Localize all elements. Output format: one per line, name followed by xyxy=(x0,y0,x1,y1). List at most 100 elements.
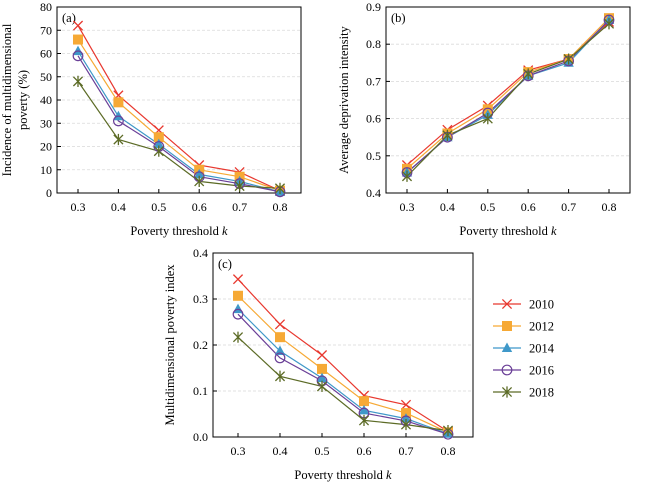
data-point-2018 xyxy=(603,18,615,30)
data-point-2018 xyxy=(274,370,286,382)
data-point-2012 xyxy=(113,97,124,108)
data-point-2014 xyxy=(113,110,124,121)
data-point-2018 xyxy=(232,331,244,343)
data-point-2010 xyxy=(72,20,84,31)
data-point-2018 xyxy=(113,133,124,146)
y-tick-label: 0.7 xyxy=(366,74,381,88)
x-tick-label: 0.8 xyxy=(273,200,288,214)
legend-label: 2012 xyxy=(529,320,554,334)
data-point-2012 xyxy=(73,34,83,45)
chart-panel-b: 0.4 0.5 0.6 0.7 0.8 0.9 0.3 0.4 0.5 0.6 0.7 0.8 (b) P… xyxy=(337,0,631,238)
legend-item-2010: 2010 xyxy=(493,298,554,312)
y-axis-label: poverty (%) xyxy=(16,70,30,130)
x-axis-label: Poverty threshold k xyxy=(130,224,228,238)
y-axis-label: Incidence of multidimensional xyxy=(0,23,14,176)
data-point-2014 xyxy=(194,168,205,179)
panel-label: (c) xyxy=(218,257,232,271)
data-point-2010 xyxy=(274,319,286,330)
x-tick-label: 0.5 xyxy=(151,200,166,214)
data-point-2010 xyxy=(316,350,328,361)
data-point-2018 xyxy=(482,113,493,125)
x-tick-label: 0.7 xyxy=(561,200,576,214)
series-line-2010 xyxy=(77,25,281,192)
x-axis-label-text: Poverty threshold xyxy=(130,224,222,238)
chart-panel-c: 0.0 0.1 0.2 0.3 0.4 0.3 0.4 0.5 0.6 0.7 0.8 (c) Pove… xyxy=(163,246,474,482)
y-axis-label: Average deprivation intensity xyxy=(337,25,351,173)
y-tick-label: 0 xyxy=(46,186,52,200)
x-tick-label: 0.6 xyxy=(521,200,536,214)
legend-label: 2018 xyxy=(529,386,554,400)
data-point-2012 xyxy=(359,396,369,407)
data-point-2018 xyxy=(72,75,84,87)
x-axis-label: Poverty threshold k xyxy=(459,224,557,238)
legend-item-2016: 2016 xyxy=(493,364,554,378)
x-tick-label: 0.6 xyxy=(357,444,372,458)
series-line-2016 xyxy=(406,19,610,173)
y-tick-label: 70 xyxy=(40,23,52,37)
data-point-2018 xyxy=(523,68,534,80)
data-point-2014 xyxy=(400,413,412,423)
data-point-2016 xyxy=(72,50,84,62)
data-point-2014 xyxy=(153,138,164,149)
y-tick-label: 0.4 xyxy=(193,246,208,260)
data-point-2014 xyxy=(274,345,286,355)
y-tick-label: 0.5 xyxy=(366,149,381,163)
x-tick-label: 0.8 xyxy=(602,200,617,214)
series-line-2018 xyxy=(237,336,449,432)
legend-label: 2016 xyxy=(529,364,554,378)
data-point-2016 xyxy=(232,308,244,320)
series-line-2010 xyxy=(406,21,610,166)
data-point-2018 xyxy=(274,182,286,194)
x-tick-label: 0.6 xyxy=(192,200,207,214)
x-tick-label: 0.3 xyxy=(400,200,415,214)
data-point-2018 xyxy=(442,129,453,141)
data-point-2014 xyxy=(316,372,328,383)
data-point-2018 xyxy=(563,53,574,65)
series-line-2012 xyxy=(77,39,281,192)
data-point-2012 xyxy=(317,363,327,374)
legend-label: 2010 xyxy=(529,298,554,312)
series-line-2016 xyxy=(237,313,449,435)
series-line-2012 xyxy=(406,17,610,170)
series-line-2018 xyxy=(406,23,610,177)
series-line-2014 xyxy=(77,50,281,193)
panel-label: (b) xyxy=(391,11,406,25)
x-tick-label: 0.8 xyxy=(441,444,456,458)
data-point-2016 xyxy=(112,115,124,127)
y-tick-label: 80 xyxy=(40,0,52,14)
x-tick-label: 0.4 xyxy=(111,200,126,214)
y-tick-label: 0.4 xyxy=(366,186,381,200)
data-point-2012 xyxy=(233,290,243,301)
data-point-2012 xyxy=(482,104,493,115)
x-axis-label-text: Poverty threshold xyxy=(294,468,386,482)
data-point-2012 xyxy=(275,332,285,343)
x-tick-label: 0.5 xyxy=(480,200,495,214)
legend-item-2018: 2018 xyxy=(493,386,554,400)
data-point-2010 xyxy=(400,399,412,410)
data-point-2018 xyxy=(401,170,413,182)
data-point-2018 xyxy=(153,145,164,157)
x-axis-label-text: Poverty threshold xyxy=(459,224,551,238)
data-point-2018 xyxy=(358,414,370,427)
y-tick-label: 60 xyxy=(40,47,52,61)
legend-item-2012: 2012 xyxy=(493,320,554,334)
y-tick-label: 50 xyxy=(40,70,52,84)
series-line-2016 xyxy=(77,55,281,193)
y-tick-label: 40 xyxy=(40,93,52,107)
legend-item-2014: 2014 xyxy=(493,342,555,356)
y-tick-label: 0.0 xyxy=(193,430,208,444)
series-line-2012 xyxy=(237,295,449,433)
y-tick-label: 0.3 xyxy=(193,292,208,306)
x-tick-label: 0.3 xyxy=(231,444,246,458)
y-axis-label: Multidimensional poverty index xyxy=(163,264,177,426)
x-tick-label: 0.4 xyxy=(440,200,455,214)
data-point-2018 xyxy=(234,180,245,192)
legend-marker xyxy=(501,298,513,310)
x-axis-label-variable: k xyxy=(386,468,392,482)
x-tick-label: 0.7 xyxy=(232,200,247,214)
data-point-2012 xyxy=(401,408,411,419)
y-tick-label: 20 xyxy=(40,140,52,154)
series-line-2014 xyxy=(237,308,449,435)
y-tick-label: 0.6 xyxy=(366,112,381,126)
